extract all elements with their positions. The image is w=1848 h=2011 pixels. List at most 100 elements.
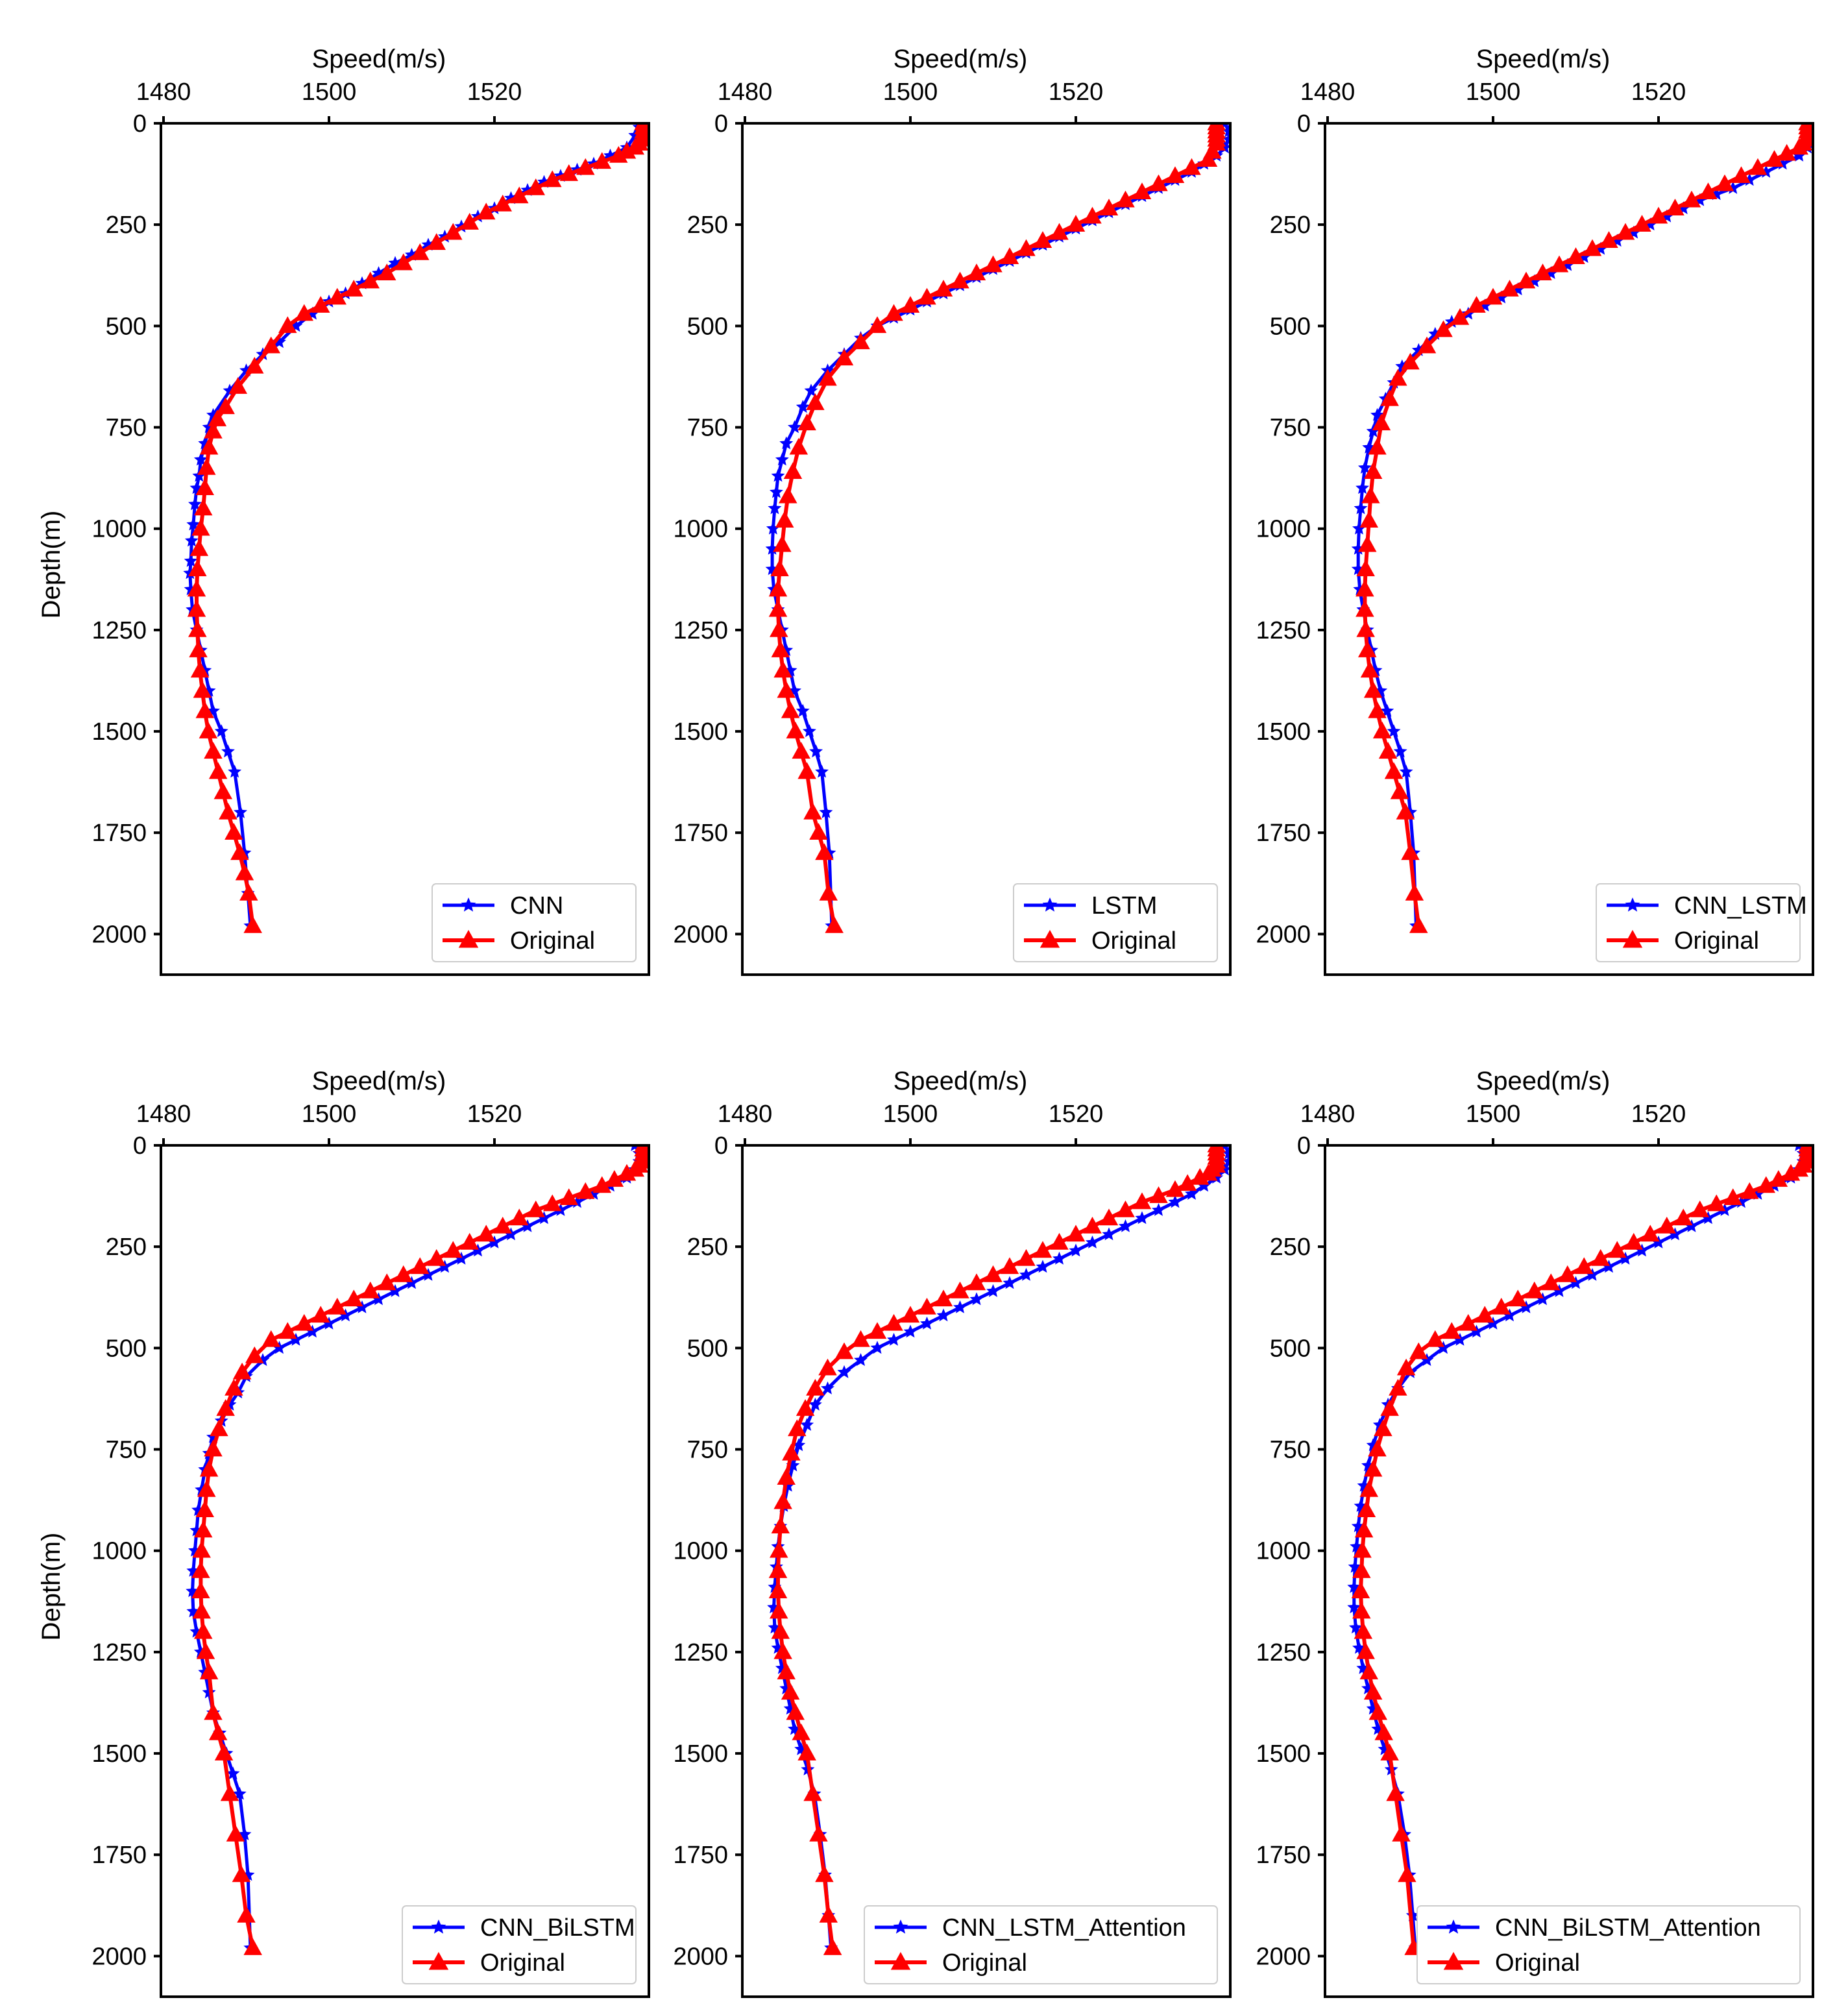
original-data-point	[851, 332, 870, 350]
original-data-point	[918, 1297, 936, 1315]
y-tick-label: 1250	[673, 1639, 728, 1666]
original-data-point	[1599, 231, 1618, 248]
predicted-data-point	[1222, 132, 1229, 145]
original-data-point	[196, 1642, 215, 1659]
original-data-point	[815, 843, 834, 860]
predicted-data-point	[1437, 1341, 1450, 1354]
predicted-data-point	[388, 1284, 402, 1297]
original-data-point	[806, 1378, 825, 1396]
legend: CNN_LSTM Original	[1596, 883, 1807, 962]
x-tick-label: 1480	[1300, 1101, 1356, 1128]
original-data-point	[1389, 1378, 1407, 1396]
original-data-point	[1781, 1164, 1801, 1181]
original-data-point	[1707, 1194, 1726, 1212]
original-data-point	[1050, 223, 1069, 240]
predicted-data-point	[1684, 1219, 1699, 1232]
original-data-point	[1467, 296, 1486, 313]
chart-panel-lstm: 1480 1500 1520 Speed(m/s) 0 250 500 750 1000 1250…	[673, 45, 1232, 976]
predicted-data-point	[193, 452, 208, 466]
y-axis-label: Depth(m)	[37, 1533, 66, 1641]
original-data-point	[328, 287, 346, 305]
predicted-data-point	[1503, 1308, 1516, 1322]
original-data-point	[768, 579, 788, 597]
original-data-point	[803, 1784, 822, 1801]
predicted-data-point	[953, 1300, 967, 1313]
original-data-point	[786, 722, 805, 738]
x-tick-label: 1520	[1631, 1101, 1686, 1128]
original-data-point	[378, 1273, 396, 1291]
original-data-point	[1099, 199, 1119, 215]
axes-frame	[160, 1144, 650, 1998]
predicted-data-point	[322, 1316, 336, 1330]
predicted-data-point	[1651, 1235, 1666, 1249]
original-data-point	[1409, 1342, 1428, 1359]
predicted-data-point	[1354, 501, 1368, 515]
x-axis-label: Speed(m/s)	[1476, 1067, 1611, 1095]
original-data-point	[245, 356, 264, 374]
legend: LSTM Original	[1013, 883, 1218, 962]
original-data-point	[361, 1281, 380, 1298]
predicted-data-point	[454, 1251, 468, 1265]
original-data-point	[411, 243, 430, 260]
original-data-point	[1083, 1216, 1102, 1234]
predicted-data-point	[809, 744, 823, 758]
original-data-point	[191, 1581, 210, 1598]
original-data-point	[605, 1170, 624, 1187]
plot-area	[765, 125, 1229, 933]
original-data-point	[783, 462, 803, 480]
predicted-data-point	[1152, 1203, 1165, 1216]
original-data-point	[1356, 600, 1374, 617]
predicted-data-point	[202, 420, 216, 433]
original-data-point	[901, 1306, 920, 1323]
original-data-point	[1066, 215, 1086, 232]
original-data-point	[1372, 722, 1392, 738]
y-tick-label: 1750	[91, 820, 147, 847]
y-tick-label: 750	[687, 1437, 728, 1464]
predicted-data-point	[1486, 1316, 1500, 1330]
original-data-point	[967, 263, 986, 280]
y-tick-label: 1500	[1256, 1740, 1311, 1768]
predicted-data-point	[1470, 1324, 1483, 1338]
triangle-marker-icon	[890, 1952, 911, 1970]
original-data-point	[768, 1581, 788, 1598]
x-tick-label: 1480	[718, 79, 773, 106]
predicted-data-point	[192, 469, 206, 482]
predicted-data-point	[783, 1701, 797, 1715]
original-data-point	[818, 369, 837, 386]
original-data-point	[819, 883, 838, 901]
predicted-data-point	[1701, 1211, 1715, 1225]
original-data-point	[1368, 701, 1387, 718]
original-data-point	[1191, 1167, 1210, 1185]
predicted-data-point	[1453, 1332, 1467, 1346]
legend: CNN Original	[432, 883, 637, 962]
predicted-series-line	[1352, 1147, 1805, 1949]
legend-label-original: Original	[1091, 927, 1176, 955]
original-data-point	[1459, 1313, 1477, 1331]
legend: CNN_LSTM_Attention Original	[864, 1905, 1218, 1984]
original-data-point	[1715, 174, 1734, 191]
legend-label-original: Original	[480, 1949, 565, 1977]
original-data-point	[1516, 271, 1536, 289]
original-data-point	[361, 271, 380, 289]
original-data-point	[1409, 916, 1428, 933]
x-tick-label: 1480	[718, 1101, 773, 1128]
original-data-point	[1533, 263, 1552, 280]
original-data-point	[1649, 206, 1668, 224]
original-data-point	[1405, 883, 1424, 901]
original-data-point	[243, 916, 262, 933]
original-data-point	[204, 1439, 223, 1457]
original-data-point	[295, 304, 313, 321]
original-data-point	[1476, 1306, 1494, 1323]
predicted-data-point	[1222, 125, 1229, 138]
original-data-point	[918, 287, 936, 305]
y-tick-label: 500	[1270, 313, 1311, 340]
y-tick-label: 250	[106, 1234, 147, 1261]
original-data-point	[771, 640, 790, 657]
y-tick-label: 500	[106, 1335, 147, 1362]
original-data-point	[193, 498, 213, 516]
original-data-point	[278, 316, 297, 334]
original-data-point	[1368, 1703, 1388, 1720]
y-tick-label: 0	[714, 1132, 728, 1160]
original-data-point	[770, 559, 789, 576]
legend: CNN_BiLSTM_Attention Original	[1416, 1905, 1801, 1984]
